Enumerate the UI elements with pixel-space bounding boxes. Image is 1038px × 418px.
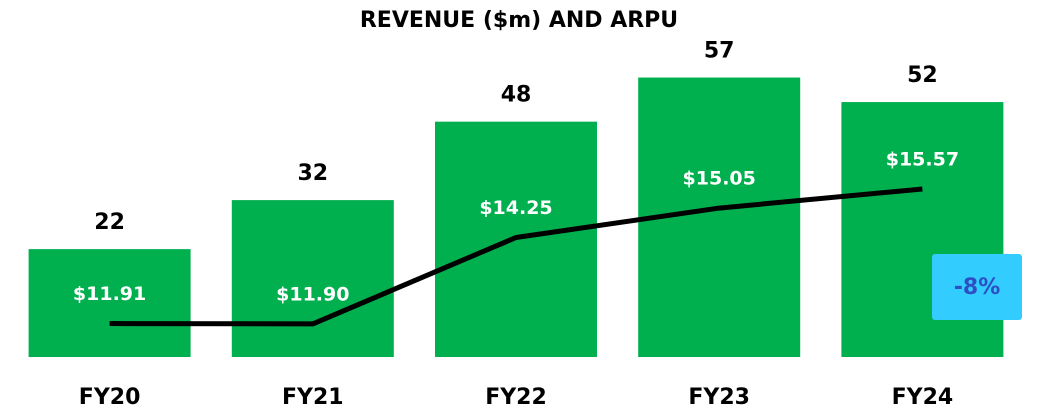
line-value-label: $11.90 [276, 283, 349, 305]
chart-title: REVENUE ($m) AND ARPU [360, 8, 678, 33]
annotation-box [932, 254, 1022, 320]
bar-value-label: 52 [907, 63, 938, 88]
line-value-label: $15.05 [683, 168, 756, 190]
x-tick-label: FY24 [892, 385, 954, 410]
x-tick-label: FY21 [282, 385, 344, 410]
line-value-label: $15.57 [886, 148, 959, 170]
bar-value-label: 22 [94, 210, 125, 235]
line-value-label: $14.25 [479, 197, 552, 219]
bar-value-label: 57 [704, 39, 735, 64]
x-tick-label: FY22 [485, 385, 547, 410]
line [109, 186, 923, 327]
line-value-label: $11.91 [73, 283, 146, 305]
bar [231, 200, 394, 357]
x-tick-label: FY23 [688, 385, 750, 410]
x-tick-label: FY20 [79, 385, 141, 410]
bar [28, 249, 191, 357]
bar-value-label: 48 [501, 83, 532, 108]
annotation: -8% [954, 275, 1000, 300]
bar-value-label: 32 [297, 161, 328, 186]
